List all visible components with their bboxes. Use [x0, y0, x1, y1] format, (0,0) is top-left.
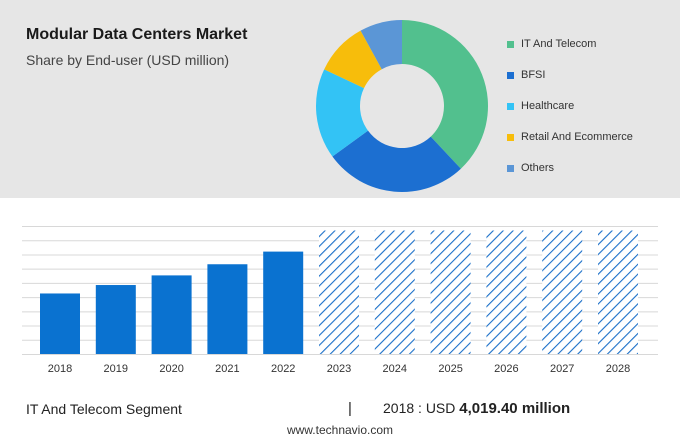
footer-value-prefix: 2018 : USD — [383, 400, 460, 416]
donut-slice-others — [360, 20, 402, 70]
legend-swatch — [507, 103, 514, 110]
x-tick-label: 2020 — [159, 363, 183, 375]
donut-slice-bfsi — [332, 130, 461, 193]
legend-item: IT And Telecom — [507, 36, 633, 67]
legend-item: Others — [507, 160, 633, 191]
legend-swatch — [507, 165, 514, 172]
legend-label: IT And Telecom — [521, 38, 597, 50]
x-tick-label: 2019 — [104, 363, 128, 375]
x-tick-label: 2026 — [494, 363, 518, 375]
bar-2022 — [263, 251, 304, 354]
legend-item: Retail And Ecommerce — [507, 129, 633, 160]
bar-chart: 2018 2019 2020 2021 2022 2023 2024 2025 2026 2027… — [22, 226, 658, 375]
x-tick-label: 2025 — [438, 363, 462, 375]
donut-legend: IT And Telecom BFSI Healthcare Retail And E… — [507, 36, 633, 191]
donut-chart — [316, 20, 488, 193]
x-tick-label: 2022 — [271, 363, 295, 375]
legend-label: BFSI — [521, 69, 546, 81]
legend-item: BFSI — [507, 67, 633, 98]
chart-title: Modular Data Centers Market — [26, 26, 248, 43]
x-tick-label: 2021 — [215, 363, 239, 375]
bar-2024 — [374, 230, 415, 354]
bar-2023 — [319, 230, 359, 354]
bar-2027 — [542, 230, 583, 354]
legend-label: Retail And Ecommerce — [521, 131, 633, 143]
x-tick-label: 2023 — [327, 363, 351, 375]
x-tick-label: 2028 — [606, 363, 630, 375]
summary-panel: Modular Data Centers Market Share by End… — [0, 0, 680, 198]
bar-2026 — [486, 230, 527, 354]
chart-subtitle: Share by End-user (USD million) — [26, 52, 230, 68]
bar-2020 — [151, 275, 192, 354]
donut-slice-retail-and-ecommerce — [324, 30, 382, 89]
legend-item: Healthcare — [507, 98, 633, 129]
footer-separator: | — [348, 400, 352, 417]
footer-value-amount: 4,019.40 million — [459, 400, 571, 417]
donut-slice-it-and-telecom — [402, 20, 488, 169]
legend-label: Others — [521, 162, 555, 174]
bar-2018 — [40, 293, 80, 354]
legend-swatch — [507, 72, 514, 79]
donut-slice-healthcare — [316, 69, 369, 157]
legend-swatch — [507, 41, 514, 48]
x-tick-label: 2024 — [383, 363, 407, 375]
footer-segment-label: IT And Telecom Segment — [26, 401, 182, 417]
legend-label: Healthcare — [521, 100, 575, 112]
bar-2021 — [207, 264, 248, 354]
x-tick-label: 2018 — [48, 363, 72, 375]
bar-2028 — [598, 230, 638, 354]
footer-site-link[interactable]: www.technavio.com — [286, 423, 394, 437]
bar-2019 — [95, 285, 136, 354]
x-tick-label: 2027 — [550, 363, 574, 375]
footer-value: 2018 : USD 4,019.40 million — [383, 400, 570, 417]
bar-2025 — [430, 230, 471, 354]
legend-swatch — [507, 134, 514, 141]
